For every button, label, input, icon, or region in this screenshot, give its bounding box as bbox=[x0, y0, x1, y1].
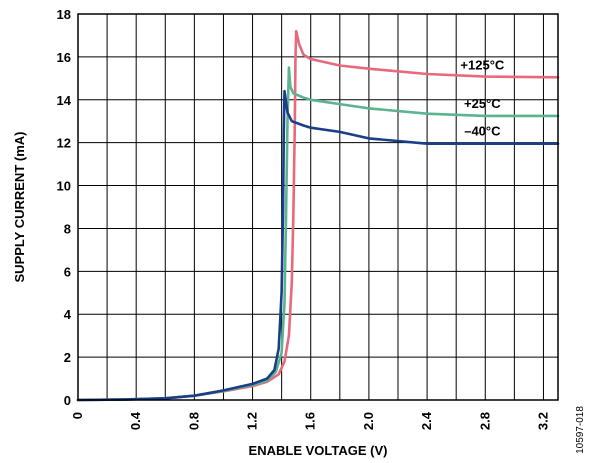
series-label: +25°C bbox=[464, 96, 501, 111]
series-layer bbox=[76, 29, 560, 402]
y-axis-title: SUPPLY CURRENT (mA) bbox=[12, 132, 27, 283]
x-tick-label: 0.4 bbox=[128, 411, 143, 430]
tick-labels: 0 0.4 0.8 1.2 1.6 2.0 2.4 2.8 3.2 0 2 4 6 8 10 12 14 16 18 bbox=[57, 7, 551, 430]
series-line bbox=[76, 29, 560, 402]
y-tick-label: 8 bbox=[64, 221, 71, 236]
y-tick-label: 16 bbox=[57, 50, 71, 65]
figure-id: 10597-018 bbox=[575, 406, 586, 454]
series-label: –40°C bbox=[464, 124, 501, 139]
x-tick-label: 2.0 bbox=[361, 412, 376, 430]
x-tick-label: 2.8 bbox=[477, 412, 492, 430]
x-axis-title: ENABLE VOLTAGE (V) bbox=[249, 443, 388, 458]
x-tick-label: 2.4 bbox=[419, 411, 434, 430]
plot-frame bbox=[77, 13, 559, 401]
series-line bbox=[76, 66, 560, 402]
series-line bbox=[76, 89, 560, 402]
series-labels: +125°C +25°C –40°C bbox=[460, 57, 504, 138]
x-tick-label: 0.8 bbox=[186, 412, 201, 430]
y-tick-label: 2 bbox=[64, 350, 71, 365]
y-tick-label: 12 bbox=[57, 136, 71, 151]
y-tick-label: 18 bbox=[57, 7, 71, 22]
y-tick-label: 14 bbox=[57, 93, 72, 108]
y-tick-label: 10 bbox=[57, 179, 71, 194]
y-tick-label: 4 bbox=[64, 307, 72, 322]
series-label: +125°C bbox=[460, 57, 504, 72]
y-tick-label: 6 bbox=[64, 264, 71, 279]
x-tick-label: 1.2 bbox=[245, 412, 260, 430]
x-tick-label: 1.6 bbox=[303, 412, 318, 430]
x-tick-label: 0 bbox=[70, 412, 85, 419]
y-tick-label: 0 bbox=[64, 393, 71, 408]
x-tick-label: 3.2 bbox=[535, 412, 550, 430]
